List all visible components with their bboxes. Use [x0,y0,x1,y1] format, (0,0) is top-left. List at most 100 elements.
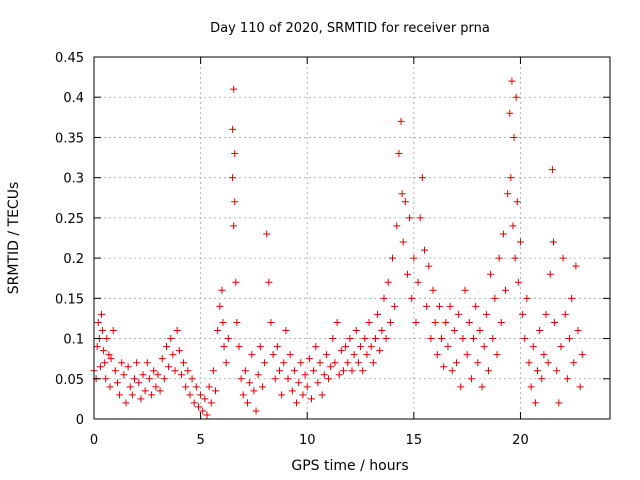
data-point [357,343,365,351]
data-point [229,125,237,133]
data-point [527,383,535,391]
y-tick-label: 0.1 [63,333,84,348]
data-point [452,359,460,367]
data-point [565,335,573,343]
data-point [269,351,277,359]
data-point [513,198,521,206]
data-point [472,302,480,310]
data-point [101,359,109,367]
data-point [244,399,252,407]
plot-frame [93,56,611,420]
data-point [162,343,170,351]
data-point [553,367,561,375]
data-point [386,318,394,326]
data-point [429,286,437,294]
data-point [563,375,571,383]
y-axis-label: SRMTID / TECUs [6,182,22,295]
data-point [261,359,269,367]
data-point [561,310,569,318]
tick-labels: 0 0.05 0.1 0.15 0.2 0.25 0.3 0.35 0.4 0.45 0 5 10 15 2… [55,51,529,448]
data-point [263,230,271,238]
data-point [295,379,303,387]
data-point [476,327,484,335]
data-point [207,399,215,407]
data-point [540,351,548,359]
data-point [267,318,275,326]
data-point [197,391,205,399]
data-point [512,93,520,101]
data-point [502,286,510,294]
data-point [316,359,324,367]
y-tick-label: 0.25 [55,212,84,227]
data-point [219,318,227,326]
data-point [369,359,377,367]
data-point [507,174,515,182]
data-point [137,395,145,403]
data-point [361,335,369,343]
data-point [397,117,405,125]
data-point [118,359,126,367]
data-point [420,246,428,254]
data-point [152,383,160,391]
data-point [194,403,202,411]
data-point [461,286,469,294]
data-point [135,379,143,387]
data-point [254,371,262,379]
data-point [574,327,582,335]
data-point [158,355,166,363]
data-point [378,327,386,335]
data-point [408,294,416,302]
data-point [167,335,175,343]
data-point [222,359,230,367]
data-point [570,359,578,367]
data-point [305,355,313,363]
data-point [100,347,108,355]
data-point [216,302,224,310]
data-point [523,294,531,302]
data-point [231,198,239,206]
data-point [186,391,194,399]
data-point [450,327,458,335]
data-point [229,174,237,182]
data-point [459,335,467,343]
y-tick-label: 0.05 [55,373,84,388]
data-point [516,238,524,246]
data-point [126,383,134,391]
data-point [534,367,542,375]
data-point [109,327,117,335]
data-point [557,343,565,351]
data-point [444,343,452,351]
data-point [248,351,256,359]
data-point [288,387,296,395]
data-point [318,391,326,399]
data-point [282,327,290,335]
data-point [103,335,111,343]
data-point [348,367,356,375]
data-point [141,387,149,395]
data-point [218,286,226,294]
data-point [359,367,367,375]
data-point [237,375,245,383]
data-point [122,399,130,407]
x-tick-label: 5 [196,433,204,448]
data-point [495,254,503,262]
data-point [568,294,576,302]
data-point [180,359,188,367]
data-point [107,355,115,363]
data-point [510,133,518,141]
data-point [230,222,238,230]
x-tick-label: 10 [299,433,316,448]
data-point [346,335,354,343]
data-point [116,391,124,399]
y-tick-label: 0 [76,413,84,428]
data-point [549,238,557,246]
data-point [448,367,456,375]
data-point [508,77,516,85]
data-point [491,294,499,302]
data-point [546,270,554,278]
data-point [511,254,519,262]
data-point [131,375,139,383]
data-point [393,222,401,230]
data-point [374,310,382,318]
data-point [384,278,392,286]
